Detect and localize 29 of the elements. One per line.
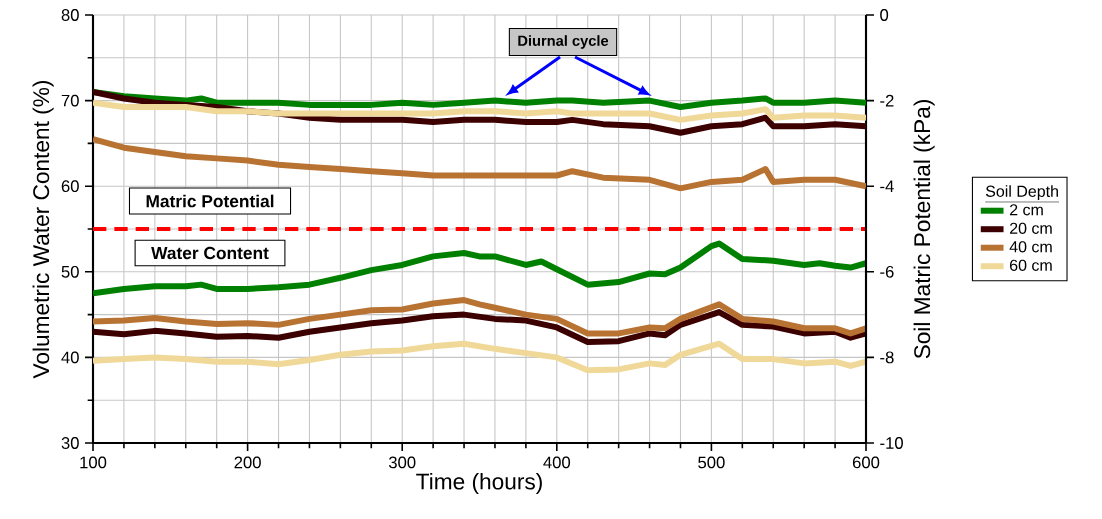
x-axis-title: Time (hours) (416, 472, 542, 495)
y2-tick-label: -8 (880, 351, 894, 364)
x-tick-label: 500 (698, 456, 725, 469)
y2-tick-label: -10 (880, 437, 903, 449)
y2-tick-label: -4 (880, 180, 894, 192)
y-tick-label: 40 (61, 351, 79, 364)
legend-label: 60 cm (1010, 259, 1052, 271)
y-tick-label: 80 (61, 9, 79, 21)
y2-tick-label: -6 (880, 265, 894, 278)
x-tick-label: 100 (80, 456, 107, 469)
y-tick-label: 70 (61, 94, 79, 107)
annotation: Diurnal cycle (518, 35, 609, 49)
x-tick-label: 300 (388, 456, 416, 469)
y-tick-label: 60 (61, 180, 79, 193)
y2-tick-label: -2 (880, 94, 894, 107)
y-tick-label: 50 (61, 265, 79, 278)
y-axis-title: Volumetric Water Content (%) (32, 80, 54, 379)
x-tick-label: 400 (543, 456, 571, 469)
legend-label: 40 cm (1009, 241, 1052, 253)
x-tick-label: 600 (852, 456, 880, 469)
legend-title: Soil Depth (985, 185, 1058, 201)
y-tick-label: 30 (61, 437, 79, 449)
annotation: Matric Potential (146, 194, 274, 208)
y2-tick-label: 0 (880, 9, 889, 21)
y2-axis-title: Soil Matric Potential (kPa) (913, 100, 935, 359)
legend-label: 20 cm (1009, 222, 1052, 234)
x-tick-label: 200 (234, 456, 261, 469)
legend-label: 2 cm (1009, 204, 1043, 216)
annotation: Water Content (151, 246, 269, 260)
